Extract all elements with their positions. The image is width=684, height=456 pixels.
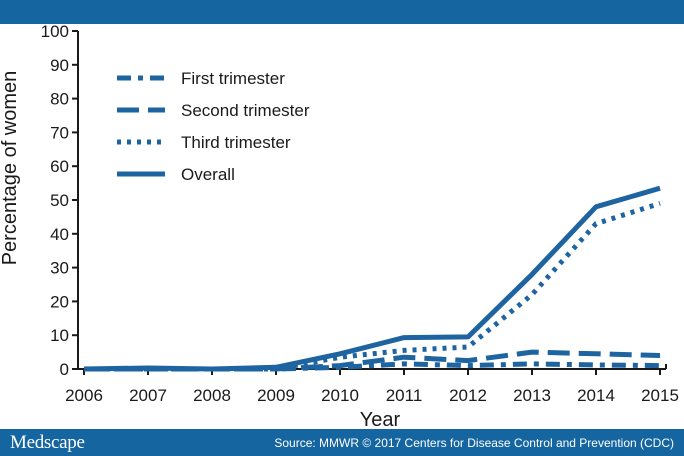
x-tick-label: 2012 bbox=[449, 386, 487, 405]
series-line-first-trimester bbox=[84, 361, 661, 372]
y-tick-label: 100 bbox=[41, 22, 69, 41]
x-tick-label: 2007 bbox=[129, 386, 167, 405]
y-tick-label: 20 bbox=[50, 292, 69, 311]
chart-axes bbox=[77, 31, 667, 370]
footer-bar: Medscape Source: MMWR © 2017 Centers for… bbox=[0, 429, 684, 456]
y-axis-title: Percentage of women bbox=[0, 71, 21, 266]
x-tick-label: 2013 bbox=[513, 386, 551, 405]
y-tick-label: 30 bbox=[50, 259, 69, 278]
legend-label: Third trimester bbox=[181, 133, 291, 152]
y-tick-label: 50 bbox=[50, 191, 69, 210]
x-tick-label: 2015 bbox=[641, 386, 679, 405]
series-lines bbox=[83, 185, 661, 372]
legend-label: Second trimester bbox=[181, 101, 310, 120]
x-tick-label: 2006 bbox=[65, 386, 103, 405]
y-tick-label: 0 bbox=[60, 360, 69, 379]
x-tick-label: 2011 bbox=[386, 386, 423, 405]
source-credit: Source: MMWR © 2017 Centers for Disease … bbox=[274, 436, 674, 450]
x-tick-label: 2014 bbox=[577, 386, 615, 405]
medscape-logo[interactable]: Medscape bbox=[10, 432, 85, 453]
x-tick-label: 2008 bbox=[193, 386, 231, 405]
y-tick-label: 80 bbox=[50, 90, 69, 109]
x-tick-label: 2010 bbox=[321, 386, 359, 405]
y-tick-label: 40 bbox=[50, 225, 69, 244]
legend-label: Overall bbox=[181, 165, 235, 184]
x-axis-ticks: 2006 2007 2008 2009 2010 2011 2012 2013 2014 2015 bbox=[65, 369, 679, 405]
y-tick-label: 60 bbox=[50, 157, 69, 176]
legend-label: First trimester bbox=[181, 69, 285, 88]
y-tick-label: 10 bbox=[50, 326, 69, 345]
y-tick-label: 90 bbox=[50, 56, 69, 75]
y-axis-ticks: 0 10 20 30 40 50 60 70 80 90 100 bbox=[41, 22, 78, 379]
legend: First trimester Second trimester Third tri… bbox=[117, 69, 310, 184]
header-bar bbox=[0, 0, 684, 24]
series-line-overall bbox=[83, 185, 661, 372]
x-axis-title: Year bbox=[360, 409, 401, 429]
x-tick-label: 2009 bbox=[257, 386, 295, 405]
y-tick-label: 70 bbox=[50, 123, 69, 142]
